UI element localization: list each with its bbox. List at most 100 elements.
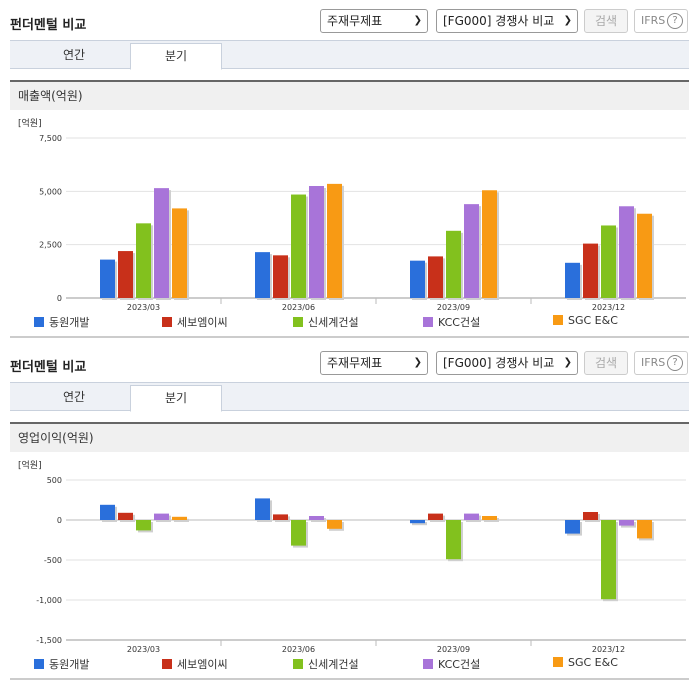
bar[interactable] xyxy=(136,223,151,298)
peer-group-select-value: [FG000] 경쟁사 비교 xyxy=(443,14,555,28)
bar[interactable] xyxy=(446,230,461,298)
chevron-down-icon: ❯ xyxy=(563,15,572,26)
legend-item[interactable]: SGC E&C xyxy=(553,656,618,669)
legend-item[interactable]: KCC건설 xyxy=(423,656,480,672)
legend-item[interactable]: 신세계건설 xyxy=(293,314,359,330)
statement-select[interactable]: 주재무제표 ❯ xyxy=(320,9,428,33)
search-button[interactable]: 검색 xyxy=(584,9,628,33)
bar[interactable] xyxy=(255,252,270,298)
bar[interactable] xyxy=(619,206,634,298)
bar[interactable] xyxy=(291,194,306,298)
legend-item[interactable]: 동원개발 xyxy=(34,314,89,330)
bar[interactable] xyxy=(565,520,580,534)
legend: 동원개발 세보엠이씨 신세계건설 KCC건설 SGC E&C xyxy=(10,656,689,674)
bar[interactable] xyxy=(583,512,598,520)
ifrs-help-button[interactable]: IFRS? xyxy=(634,351,688,375)
peer-group-select[interactable]: [FG000] 경쟁사 비교 ❯ xyxy=(436,351,578,375)
bar[interactable] xyxy=(118,251,133,298)
bar[interactable] xyxy=(601,520,616,600)
legend-swatch xyxy=(162,659,172,669)
bar[interactable] xyxy=(637,213,652,298)
tab-annual[interactable]: 연간 xyxy=(62,390,86,404)
statement-select-value: 주재무제표 xyxy=(327,14,383,28)
chevron-down-icon: ❯ xyxy=(413,357,422,368)
ifrs-label: IFRS xyxy=(641,356,666,369)
bar[interactable] xyxy=(100,504,115,520)
legend-item[interactable]: 동원개발 xyxy=(34,656,89,672)
chevron-down-icon: ❯ xyxy=(413,15,422,26)
bar[interactable] xyxy=(565,262,580,298)
bar[interactable] xyxy=(309,516,324,520)
legend-label: 신세계건설 xyxy=(308,658,359,671)
peer-group-select[interactable]: [FG000] 경쟁사 비교 ❯ xyxy=(436,9,578,33)
bar[interactable] xyxy=(118,512,133,520)
bar[interactable] xyxy=(273,255,288,298)
legend-label: KCC건설 xyxy=(438,658,481,671)
fundamental-panel-operating-profit: 펀더멘털 비교 주재무제표 ❯ [FG000] 경쟁사 비교 ❯ 검색 IFRS? … xyxy=(0,342,696,671)
revenue-chart: [억원] 0 2,500 5,000 7,500 2023/03 2023/06 2023/0… xyxy=(10,112,689,312)
legend-swatch xyxy=(553,315,563,325)
tab-quarterly[interactable]: 분기 xyxy=(130,385,222,412)
ifrs-help-button[interactable]: IFRS? xyxy=(634,9,688,33)
legend-item[interactable]: KCC건설 xyxy=(423,314,480,330)
tab-quarterly[interactable]: 분기 xyxy=(130,43,222,70)
revenue-chart-svg: [억원] 0 2,500 5,000 7,500 2023/03 2023/06 2023/0… xyxy=(18,117,686,312)
tab-annual[interactable]: 연간 xyxy=(62,48,86,62)
legend-item[interactable]: 신세계건설 xyxy=(293,656,359,672)
y-tick-label: -500 xyxy=(44,556,62,565)
bar[interactable] xyxy=(637,520,652,539)
bar[interactable] xyxy=(583,243,598,298)
x-tick-label: 2023/12 xyxy=(592,645,625,654)
bar[interactable] xyxy=(428,513,443,520)
bar[interactable] xyxy=(619,520,634,526)
x-tick-label: 2023/03 xyxy=(127,645,160,654)
bar[interactable] xyxy=(464,513,479,520)
bar[interactable] xyxy=(172,516,187,520)
question-icon: ? xyxy=(667,355,683,371)
bar[interactable] xyxy=(410,260,425,298)
bar[interactable] xyxy=(136,520,151,531)
panel-header: 펀더멘털 비교 주재무제표 ❯ [FG000] 경쟁사 비교 ❯ 검색 IFRS? xyxy=(0,342,696,382)
bar[interactable] xyxy=(273,514,288,520)
x-tick-label: 2023/06 xyxy=(282,303,315,312)
bar[interactable] xyxy=(482,516,497,520)
x-tick-label: 2023/09 xyxy=(437,303,470,312)
operating-profit-chart: [억원] -1,500 -1,000 -500 0 500 2023/03 2023/06 20… xyxy=(10,454,689,654)
legend-label: 동원개발 xyxy=(49,658,90,671)
y-tick-label: 500 xyxy=(47,476,62,485)
legend-item[interactable]: 세보엠이씨 xyxy=(162,314,228,330)
panel-title: 펀더멘털 비교 xyxy=(10,18,87,33)
bar[interactable] xyxy=(172,208,187,298)
statement-select[interactable]: 주재무제표 ❯ xyxy=(320,351,428,375)
y-tick-label: 2,500 xyxy=(39,241,62,250)
fundamental-panel-revenue: 펀더멘털 비교 주재무제표 ❯ [FG000] 경쟁사 비교 ❯ 검색 IFRS? … xyxy=(0,0,696,329)
question-icon: ? xyxy=(667,13,683,29)
bar[interactable] xyxy=(100,259,115,298)
x-tick-label: 2023/09 xyxy=(437,645,470,654)
bar[interactable] xyxy=(309,186,324,298)
y-tick-label: 0 xyxy=(57,516,62,525)
legend-swatch xyxy=(423,659,433,669)
legend-swatch xyxy=(34,659,44,669)
ifrs-label: IFRS xyxy=(641,14,666,27)
legend-label: 신세계건설 xyxy=(308,316,359,329)
legend-label: KCC건설 xyxy=(438,316,481,329)
period-tabs: 연간 분기 xyxy=(10,382,689,412)
bar[interactable] xyxy=(446,520,461,560)
bar[interactable] xyxy=(410,520,425,524)
peer-group-select-value: [FG000] 경쟁사 비교 xyxy=(443,356,555,370)
bar[interactable] xyxy=(255,498,270,520)
bar[interactable] xyxy=(327,520,342,529)
search-button[interactable]: 검색 xyxy=(584,351,628,375)
bar[interactable] xyxy=(601,225,616,298)
legend-item[interactable]: 세보엠이씨 xyxy=(162,656,228,672)
bar[interactable] xyxy=(154,513,169,520)
bar[interactable] xyxy=(464,204,479,298)
bar[interactable] xyxy=(327,183,342,298)
bar[interactable] xyxy=(291,520,306,546)
bar[interactable] xyxy=(154,188,169,298)
bar[interactable] xyxy=(482,190,497,298)
bar[interactable] xyxy=(428,256,443,298)
y-tick-label: 7,500 xyxy=(39,134,62,143)
legend-item[interactable]: SGC E&C xyxy=(553,314,618,327)
